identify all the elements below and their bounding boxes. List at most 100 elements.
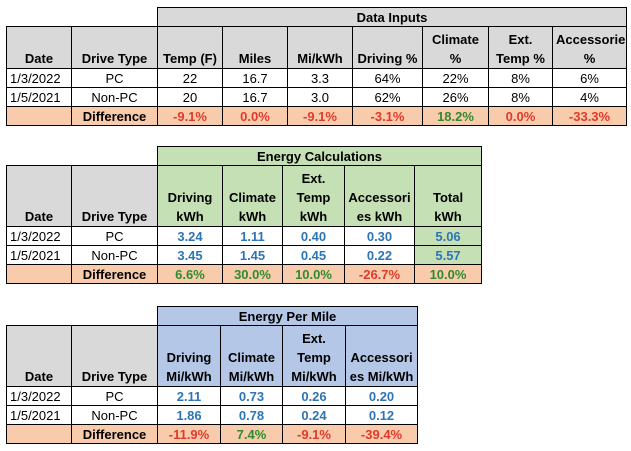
difference-cell: -9.1% — [282, 424, 346, 444]
header-date: Date — [6, 26, 72, 69]
value-cell: 3.45 — [157, 245, 223, 265]
value-cell: 3.0 — [287, 87, 353, 107]
energy-calculations-table: Energy Calculations Date Drive Type Driv… — [6, 146, 483, 284]
header-drive-type: Drive Type — [71, 26, 158, 69]
value-cell: 20 — [157, 87, 223, 107]
header-total-kwh: Total kWh — [413, 165, 483, 227]
energy-calculations-title: Energy Calculations — [156, 146, 483, 166]
header-driving-mi-kwh: Driving Mi/kWh — [157, 325, 221, 387]
value-cell: 0.40 — [282, 226, 345, 246]
difference-cell: 10.0% — [413, 264, 483, 284]
value-cell: 3.24 — [157, 226, 223, 246]
header-accessories-mi-kwh: Accessories Mi/kWh — [344, 325, 419, 387]
value-cell: 1.45 — [222, 245, 283, 265]
value-cell: 0.12 — [344, 405, 419, 425]
header-climate-kwh: Climate kWh — [222, 165, 283, 227]
difference-blank-cell — [6, 424, 72, 444]
header-climate-mi-kwh: Climate Mi/kWh — [220, 325, 283, 387]
difference-label: Difference — [71, 424, 158, 444]
difference-label: Difference — [71, 264, 158, 284]
value-cell: 16.7 — [222, 87, 288, 107]
value-cell: 6% — [551, 68, 628, 88]
value-cell: 0.22 — [344, 245, 415, 265]
difference-cell: -9.1% — [157, 106, 223, 126]
table-row: 1/5/2021 Non-PC 3.45 1.45 0.45 0.22 5.57 — [6, 245, 483, 265]
difference-label: Difference — [71, 106, 158, 126]
difference-row: Difference 6.6% 30.0% 10.0% -26.7% 10.0% — [6, 264, 483, 284]
header-accessories-pct: Accessories % — [551, 26, 628, 69]
header-mi-kwh: Mi/kWh — [287, 26, 353, 69]
value-cell: 2.11 — [157, 386, 221, 406]
difference-cell: -3.1% — [352, 106, 423, 126]
difference-cell: 0.0% — [488, 106, 553, 126]
drive-type-cell: PC — [71, 68, 158, 88]
difference-row: Difference -9.1% 0.0% -9.1% -3.1% 18.2% … — [6, 106, 628, 126]
table-row: 1/5/2021 Non-PC 1.86 0.78 0.24 0.12 — [6, 405, 419, 425]
value-cell: 0.78 — [220, 405, 283, 425]
header-accessories-kwh: Accessories kWh — [344, 165, 415, 227]
header-drive-type: Drive Type — [71, 165, 158, 227]
value-cell: 64% — [352, 68, 423, 88]
value-cell: 0.24 — [282, 405, 346, 425]
drive-type-cell: Non-PC — [71, 245, 158, 265]
value-cell: 0.30 — [344, 226, 415, 246]
date-cell: 1/3/2022 — [6, 386, 72, 406]
difference-blank-cell — [6, 264, 72, 284]
difference-cell: -11.9% — [157, 424, 221, 444]
difference-cell: 10.0% — [282, 264, 345, 284]
difference-cell: 18.2% — [422, 106, 489, 126]
value-cell: 62% — [352, 87, 423, 107]
value-cell: 0.20 — [344, 386, 419, 406]
value-cell: 16.7 — [222, 68, 288, 88]
drive-type-cell: Non-PC — [71, 405, 158, 425]
value-cell: 3.3 — [287, 68, 353, 88]
header-ext-temp-pct: Ext. Temp % — [488, 26, 553, 69]
table-row: 1/3/2022 PC 2.11 0.73 0.26 0.20 — [6, 386, 419, 406]
data-inputs-table: Data Inputs Date Drive Type Temp (F) Mil… — [6, 7, 628, 126]
value-cell: 8% — [488, 68, 553, 88]
data-inputs-title: Data Inputs — [156, 7, 628, 27]
value-cell: 4% — [551, 87, 628, 107]
value-cell: 22 — [157, 68, 223, 88]
difference-blank-cell — [6, 106, 72, 126]
table-row: 1/3/2022 PC 3.24 1.11 0.40 0.30 5.06 — [6, 226, 483, 246]
total-cell: 5.57 — [413, 245, 483, 265]
header-drive-type: Drive Type — [71, 325, 158, 387]
value-cell: 1.11 — [222, 226, 283, 246]
value-cell: 8% — [488, 87, 553, 107]
difference-row: Difference -11.9% 7.4% -9.1% -39.4% — [6, 424, 419, 444]
table-row: 1/5/2021 Non-PC 20 16.7 3.0 62% 26% 8% 4… — [6, 87, 628, 107]
difference-cell: -26.7% — [344, 264, 415, 284]
energy-per-mile-table: Energy Per Mile Date Drive Type Driving … — [6, 306, 419, 444]
header-temp: Temp (F) — [157, 26, 223, 69]
value-cell: 0.26 — [282, 386, 346, 406]
header-climate-pct: Climate % — [422, 26, 489, 69]
date-cell: 1/5/2021 — [6, 245, 72, 265]
header-driving-kwh: Driving kWh — [157, 165, 223, 227]
value-cell: 22% — [422, 68, 489, 88]
difference-cell: 6.6% — [157, 264, 223, 284]
date-cell: 1/5/2021 — [6, 87, 72, 107]
drive-type-cell: Non-PC — [71, 87, 158, 107]
difference-cell: -33.3% — [551, 106, 628, 126]
header-ext-temp-mi-kwh: Ext. Temp Mi/kWh — [282, 325, 346, 387]
drive-type-cell: PC — [71, 386, 158, 406]
header-miles: Miles — [222, 26, 288, 69]
value-cell: 0.45 — [282, 245, 345, 265]
date-cell: 1/3/2022 — [6, 226, 72, 246]
header-ext-temp-kwh: Ext. Temp kWh — [282, 165, 345, 227]
header-date: Date — [6, 325, 72, 387]
value-cell: 0.73 — [220, 386, 283, 406]
difference-cell: 7.4% — [220, 424, 283, 444]
value-cell: 26% — [422, 87, 489, 107]
difference-cell: 30.0% — [222, 264, 283, 284]
header-driving-pct: Driving % — [352, 26, 423, 69]
difference-cell: -9.1% — [287, 106, 353, 126]
difference-cell: -39.4% — [344, 424, 419, 444]
date-cell: 1/3/2022 — [6, 68, 72, 88]
difference-cell: 0.0% — [222, 106, 288, 126]
value-cell: 1.86 — [157, 405, 221, 425]
drive-type-cell: PC — [71, 226, 158, 246]
table-row: 1/3/2022 PC 22 16.7 3.3 64% 22% 8% 6% — [6, 68, 628, 88]
date-cell: 1/5/2021 — [6, 405, 72, 425]
